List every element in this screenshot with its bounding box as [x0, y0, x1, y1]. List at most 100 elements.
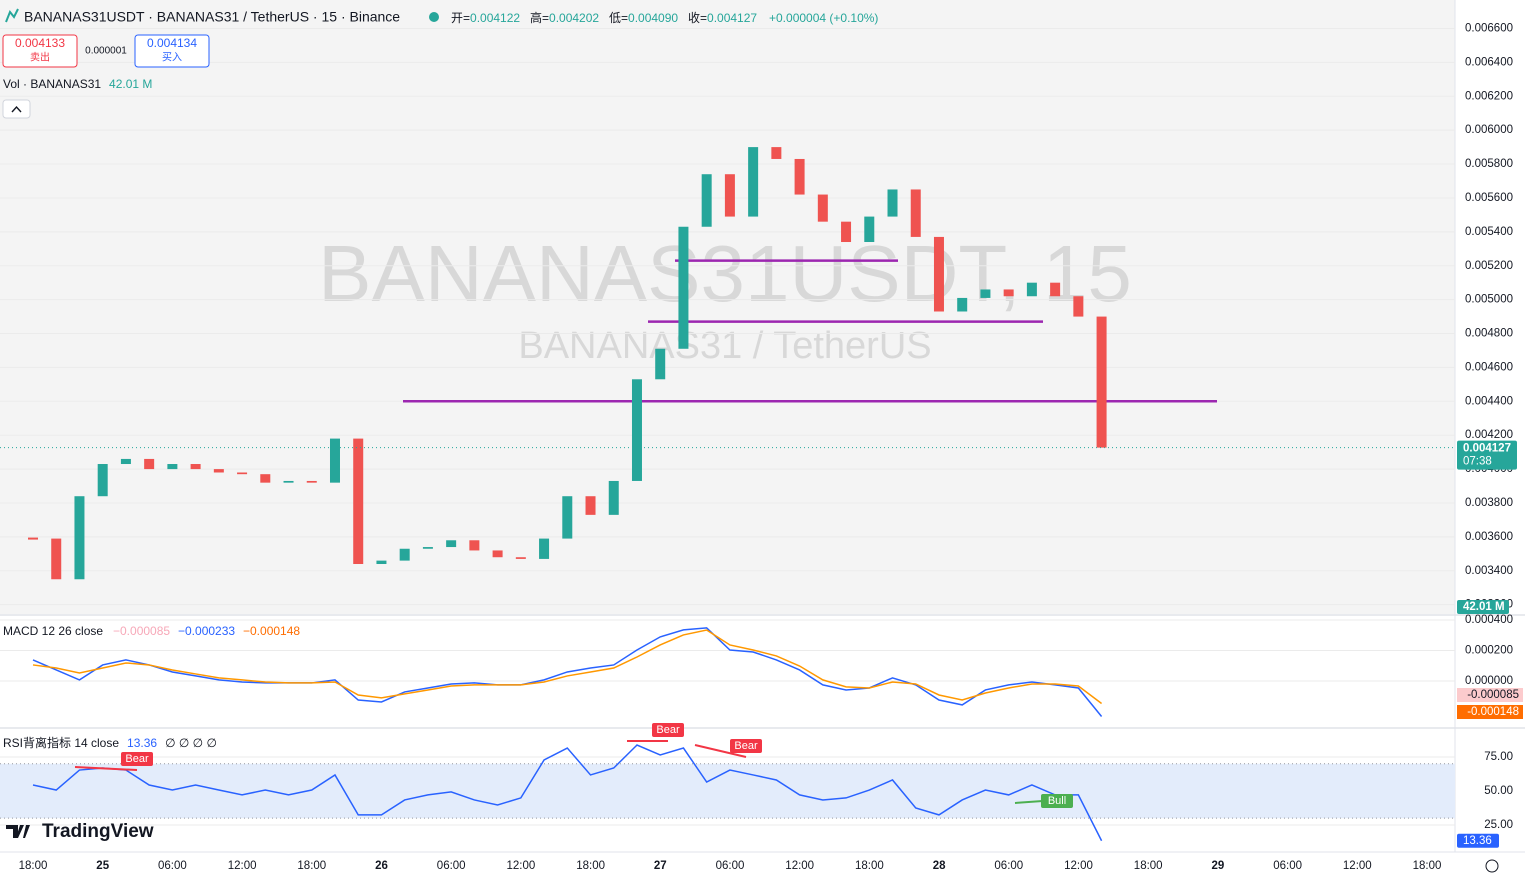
symbol-icon [5, 8, 19, 23]
volume-box [1457, 600, 1509, 614]
settings-icon[interactable] [1485, 859, 1499, 873]
candle [1050, 282, 1061, 297]
candle [97, 464, 108, 497]
macd-header-value: −0.000148 [243, 624, 300, 638]
signal-label: Bear [734, 740, 758, 752]
y-tick-label: 0.004200 [1465, 429, 1513, 441]
series-line [32, 627, 1103, 717]
ohlc-item: 高=0.004202 [530, 10, 599, 25]
buy-price: 0.004134 [147, 36, 197, 50]
status-dot [429, 12, 439, 22]
ohlc: 开=0.004122 高=0.004202 低=0.004090 收=0.004127 [451, 10, 757, 25]
candle [51, 538, 62, 580]
candle [631, 379, 642, 481]
x-tick-label: 18:00 [297, 860, 326, 872]
watermark: BANANAS31USDT, 15 BANANAS31 / TetherUS [318, 229, 1132, 367]
y-tick-label: 0.000200 [1465, 644, 1513, 656]
watermark-pair: BANANAS31 / TetherUS [518, 325, 931, 367]
macd-header-value: −0.000085 [113, 624, 170, 638]
candle [655, 348, 666, 380]
axis-value-box [1457, 705, 1523, 719]
ohlc-label: 低= [609, 11, 628, 25]
y-tick-label: 0.000400 [1465, 614, 1513, 626]
signal-badge [730, 739, 762, 753]
x-tick-label: 06:00 [716, 860, 745, 872]
x-tick-label: 12:00 [1064, 860, 1093, 872]
candle [237, 472, 248, 475]
y-tick-label: 0.003600 [1465, 531, 1513, 543]
collapse-icon [11, 105, 22, 113]
y-tick-label: 0.004600 [1465, 361, 1513, 373]
ohlc-label: 高= [530, 10, 549, 25]
y-tick-label: 0.004800 [1465, 328, 1513, 340]
rsi-box [1457, 833, 1499, 848]
axis-value: -0.000085 [1467, 689, 1519, 701]
signal-badge [1041, 794, 1073, 808]
buy-button[interactable] [134, 34, 210, 68]
y-tick-label: 50.00 [1484, 785, 1513, 797]
x-tick-label: 18:00 [576, 860, 605, 872]
candle [492, 550, 503, 558]
candle [190, 464, 201, 470]
ohlc-label: 开= [451, 11, 470, 25]
brand: TradingView [6, 821, 154, 842]
rsi-axis-value: 13.36 [1463, 835, 1492, 847]
countdown: 07:38 [1463, 456, 1492, 468]
series-line [32, 629, 1103, 705]
watermark-symbol: BANANAS31USDT, 15 [318, 229, 1132, 318]
collapse-button[interactable] [2, 99, 31, 119]
x-tick-label: 27 [654, 860, 667, 872]
sell-button[interactable] [2, 34, 78, 68]
candle [841, 221, 852, 243]
candle [515, 557, 526, 559]
candle [539, 538, 550, 559]
candle [144, 458, 155, 470]
y-tick-label: 0.005600 [1465, 192, 1513, 204]
y-tick-label: 0.005800 [1465, 158, 1513, 170]
volume-name: Vol · BANANAS31 [3, 77, 101, 91]
y-tick-label: 0.005200 [1465, 260, 1513, 272]
y-tick-label: 0.003800 [1465, 497, 1513, 509]
ohlc-item: 开=0.004122 [451, 11, 520, 25]
rsi-flags: ∅ ∅ ∅ ∅ [165, 736, 217, 750]
x-tick-label: 29 [1212, 860, 1225, 872]
candle [1073, 296, 1084, 317]
candle [887, 189, 898, 217]
ohlc-item: 收=0.004127 [688, 11, 757, 25]
candle [585, 496, 596, 515]
signal-badge [652, 723, 684, 737]
price-pane [0, 0, 1455, 614]
volume-axis-label: 42.01 M [1463, 601, 1505, 613]
candle [933, 236, 944, 312]
sell-label: 卖出 [30, 51, 50, 64]
x-tick-label: 18:00 [19, 860, 48, 872]
signal-label: Bull [1048, 795, 1066, 807]
rsi-band [0, 763, 1455, 819]
y-tick-label: 0.006600 [1465, 23, 1513, 35]
candle [167, 464, 178, 470]
symbol[interactable]: BANANAS31USDT · BANANAS31 / TetherUS · 1… [24, 9, 400, 25]
ohlc-item: 低=0.004090 [609, 11, 678, 25]
x-tick-label: 06:00 [437, 860, 466, 872]
change: +0.000004 (+0.10%) [769, 11, 878, 25]
axis-value-box [1457, 688, 1523, 702]
y-tick-label: 25.00 [1484, 819, 1513, 831]
signal-label: Bear [125, 753, 149, 765]
ohlc-value: 0.004127 [707, 11, 757, 25]
candle [329, 438, 340, 483]
candle [120, 458, 131, 465]
y-tick-label: 0.005400 [1465, 226, 1513, 238]
candle [748, 147, 759, 217]
ohlc-value: 0.004122 [470, 11, 520, 25]
candle [469, 540, 480, 551]
macd-header-value: −0.000233 [178, 624, 235, 638]
sell-price: 0.004133 [15, 36, 65, 50]
candle [562, 496, 573, 539]
candle [306, 480, 317, 483]
rsi-name: RSI背离指标 14 close [3, 735, 119, 750]
candle [864, 216, 875, 243]
candle [213, 469, 224, 473]
y-tick-label: 0.006400 [1465, 56, 1513, 68]
ohlc-value: 0.004090 [628, 11, 678, 25]
